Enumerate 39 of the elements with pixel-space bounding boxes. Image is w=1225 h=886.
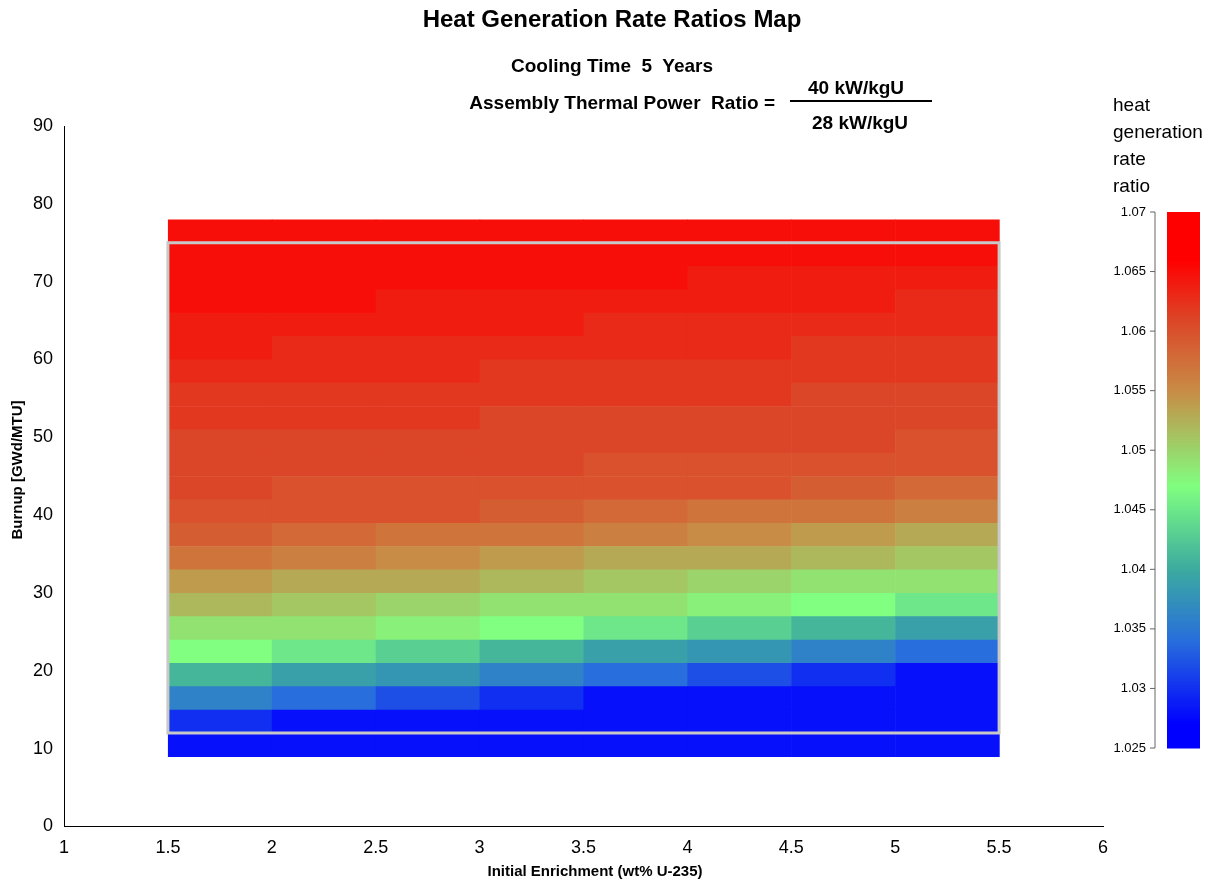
y-axis-title: Burnup [GWd/MTU] <box>8 400 26 540</box>
x-tick-label: 5.5 <box>986 837 1012 858</box>
x-tick-label: 3.5 <box>571 837 597 858</box>
color-bar-label: 1.035 <box>1113 620 1146 636</box>
x-tick-label: 2 <box>266 837 277 858</box>
x-tick-label: 5 <box>890 837 901 858</box>
color-bar-label: 1.06 <box>1120 322 1146 338</box>
x-tick-label: 6 <box>1097 837 1109 858</box>
color-bar-label: 1.07 <box>1120 203 1146 219</box>
chart-subtitle: Cooling Time 5 Years <box>510 55 714 77</box>
x-tick-label: 4 <box>682 837 693 858</box>
text: Assembly Thermal Power Ratio = <box>469 92 775 114</box>
y-tick-label: 80 <box>32 192 54 213</box>
x-tick-label: 1.5 <box>155 837 181 858</box>
y-tick-label: 70 <box>32 270 54 291</box>
y-tick-label: 60 <box>32 348 54 369</box>
y-tick-label: 50 <box>32 426 54 447</box>
color-bar-label: 1.04 <box>1120 560 1146 576</box>
color-bar-label: 1.03 <box>1120 680 1146 696</box>
y-tick-label: 20 <box>32 659 54 680</box>
y-tick-label: 30 <box>32 581 54 602</box>
chart-title: Heat Generation Rate Ratios Map <box>422 4 802 32</box>
y-tick-label: 40 <box>32 504 54 525</box>
color-bar-label: 1.055 <box>1113 382 1146 398</box>
annotation: 28 kW/kgU <box>812 112 909 134</box>
x-tick-label: 2.5 <box>363 837 389 858</box>
color-bar-label: 1.045 <box>1113 501 1146 517</box>
color-bar-title: heat generation rate ratio <box>1113 94 1203 197</box>
y-tick-label: 90 <box>32 114 54 135</box>
x-axis-title: Initial Enrichment (wt% U-235) <box>487 862 703 880</box>
color-bar-label: 1.065 <box>1113 263 1146 279</box>
color-bar-label: 1.025 <box>1113 739 1146 755</box>
x-tick-label: 4.5 <box>778 837 804 858</box>
text: 40 kW/kgU <box>808 77 905 99</box>
x-tick-label: 3 <box>474 837 485 858</box>
y-tick-label: 0 <box>43 815 54 836</box>
color-bar-label: 1.05 <box>1120 441 1146 457</box>
x-tick-label: 1 <box>59 837 70 858</box>
y-tick-label: 10 <box>32 737 54 758</box>
